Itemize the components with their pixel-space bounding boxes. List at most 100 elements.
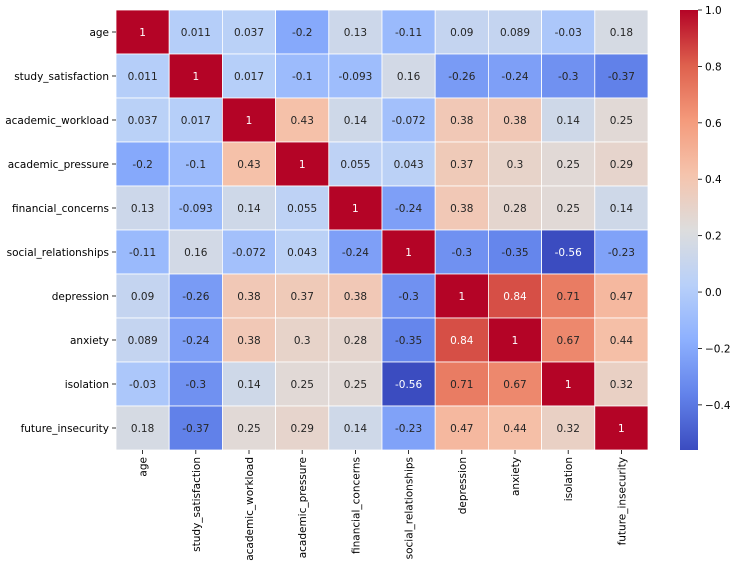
heatmap-cell [115,229,170,275]
y-tick-label: social_relationships [7,247,109,259]
heatmap-cell [168,53,223,99]
cell-value-label: -0.26 [182,291,209,303]
cell-value-label: 1 [352,203,359,215]
cell-value-label: 0.29 [610,159,633,171]
heatmap-cell [541,229,596,275]
cell-value-label: 0.43 [237,159,260,171]
cell-value-label: 0.13 [131,203,154,215]
heatmap-cell [434,405,489,451]
x-tick-label: depression [457,457,469,514]
cell-value-label: 0.67 [503,379,526,391]
cell-value-label: 1 [405,247,412,259]
x-tick-label: anxiety [510,457,522,496]
cell-value-label: -0.093 [179,203,213,215]
cell-value-label: 0.055 [287,203,317,215]
y-tick-label: depression [52,291,109,303]
x-tick-label: social_relationships [404,457,416,559]
cell-value-label: 0.37 [450,159,473,171]
cell-value-label: 0.055 [340,159,370,171]
heatmap-cell [381,405,436,451]
heatmap-cell [275,229,330,275]
cell-value-label: 1 [139,27,146,39]
cell-value-label: -0.26 [448,71,475,83]
heatmap-cell [381,141,436,187]
heatmap-cell [487,361,542,407]
cell-value-label: 0.29 [291,423,314,435]
cell-value-label: -0.24 [342,247,369,259]
cell-value-label: -0.11 [395,27,422,39]
cell-value-label: -0.093 [338,71,372,83]
cell-value-label: 0.25 [237,423,260,435]
heatmap-cell [328,317,383,363]
heatmap-cell [487,9,542,55]
heatmap-cell [381,229,436,275]
heatmap-cell [487,273,542,319]
heatmap-cell [221,317,276,363]
cell-value-label: 0.25 [344,379,367,391]
heatmap-cell [221,229,276,275]
cell-value-label: 1 [565,379,572,391]
heatmap-cell [275,53,330,99]
cell-value-label: 0.37 [291,291,314,303]
y-tick-label: study_satisfaction [14,71,109,83]
cell-value-label: -0.03 [555,27,582,39]
heatmap-cell [381,273,436,319]
cell-value-label: 0.043 [394,159,424,171]
heatmap-cell [541,361,596,407]
cell-value-label: 0.28 [344,335,367,347]
cell-value-label: -0.3 [558,71,579,83]
cell-value-label: 0.14 [557,115,581,127]
heatmap-cell [434,317,489,363]
heatmap-cell [541,141,596,187]
heatmap-cell [434,273,489,319]
cell-value-label: -0.24 [501,71,528,83]
heatmap-cell [594,53,649,99]
cell-value-label: 0.14 [344,115,368,127]
x-tick-label: future_insecurity [616,457,628,545]
heatmap-cell [594,9,649,55]
heatmap-cell [381,317,436,363]
heatmap-cell [381,53,436,99]
cell-value-label: -0.11 [129,247,156,259]
colorbar-tick-label: −0.2 [705,343,731,355]
heatmap-cell [168,97,223,143]
heatmap-cell-labels: 1 0.011 0.037 -0.2 0.13 -0.11 0.09 0.089 -0.03 0.… [128,27,635,435]
cell-value-label: -0.2 [292,27,313,39]
cell-value-label: 0.28 [503,203,526,215]
cell-value-label: -0.1 [292,71,313,83]
cell-value-label: 0.47 [450,423,473,435]
heatmap-cell [541,185,596,231]
cell-value-label: 0.017 [181,115,211,127]
cell-value-label: -0.1 [186,159,207,171]
cell-value-label: 0.38 [237,291,260,303]
cell-value-label: 0.3 [507,159,524,171]
heatmap-cell [594,97,649,143]
cell-value-label: 0.38 [503,115,526,127]
heatmap-cell [434,185,489,231]
y-tick-label: anxiety [70,335,109,347]
cell-value-label: 1 [618,423,625,435]
cell-value-label: 0.44 [610,335,634,347]
cell-value-label: -0.23 [395,423,422,435]
cell-value-label: 0.44 [503,423,527,435]
y-tick-label: future_insecurity [21,423,109,435]
y-axis-labels: age study_satisfaction academic_workload a… [5,27,116,435]
cell-value-label: 0.38 [237,335,260,347]
heatmap-cell [168,9,223,55]
cell-value-label: 0.67 [557,335,580,347]
y-tick-label: financial_concerns [12,203,109,215]
heatmap-cell [541,273,596,319]
cell-value-label: 0.84 [503,291,527,303]
heatmap-cell [541,405,596,451]
colorbar-tick-label: 0.8 [705,61,722,73]
cell-value-label: -0.3 [452,247,473,259]
cell-value-label: 0.38 [450,203,473,215]
heatmap-cell [541,97,596,143]
heatmap-cell [594,141,649,187]
cell-value-label: -0.072 [392,115,426,127]
heatmap-cell [594,361,649,407]
x-axis-labels: age study_satisfaction academic_workload ac… [138,450,628,561]
colorbar-tick-label: 1.0 [705,5,722,17]
heatmap-cell [434,141,489,187]
cell-value-label: 0.16 [184,247,208,259]
